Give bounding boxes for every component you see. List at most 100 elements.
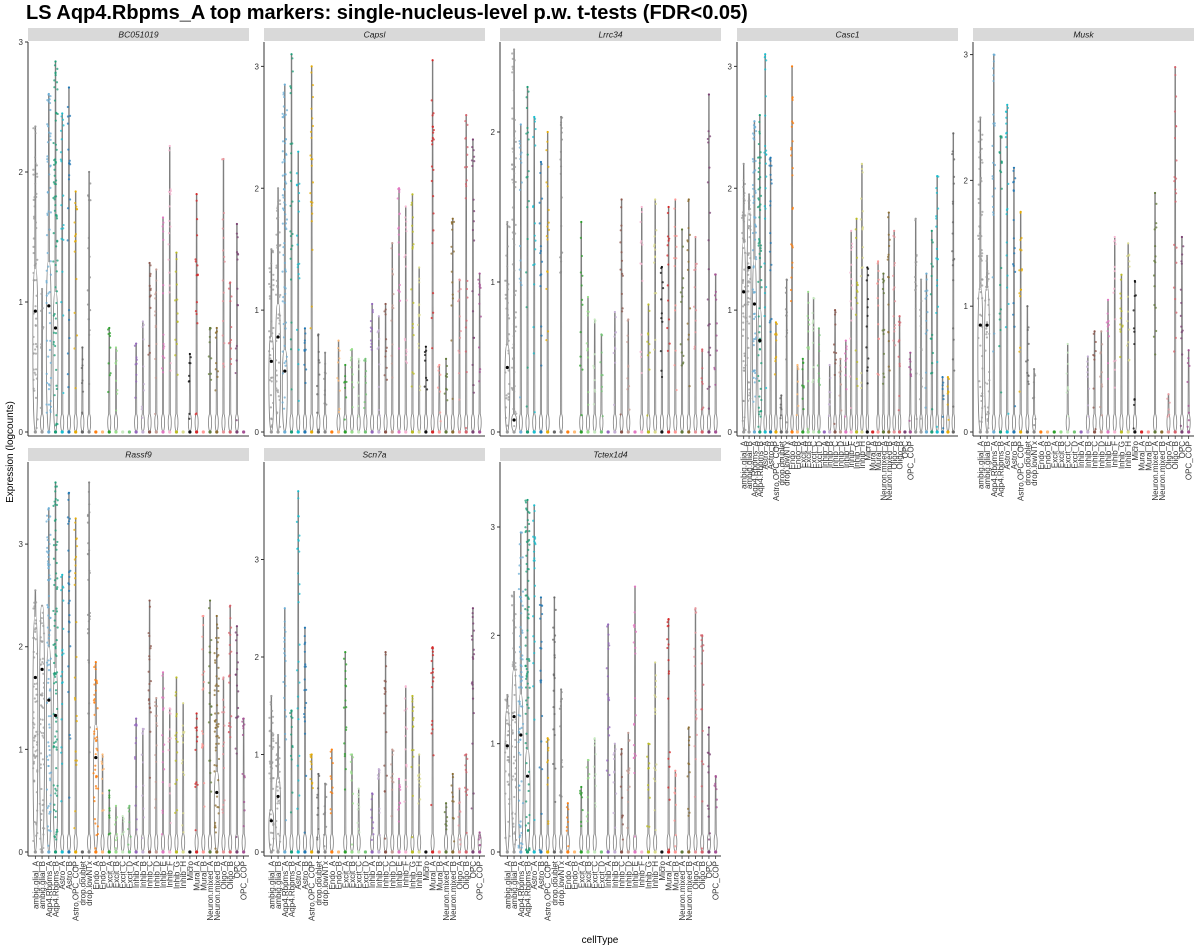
violin-outline	[779, 395, 783, 433]
data-point	[49, 802, 52, 805]
data-point	[760, 362, 763, 365]
data-point	[241, 772, 244, 776]
data-point	[289, 257, 292, 260]
data-point	[213, 826, 216, 829]
data-point	[1106, 325, 1109, 328]
data-point	[141, 837, 144, 840]
data-point	[54, 317, 57, 320]
data-point-max	[444, 357, 448, 360]
data-point	[892, 288, 895, 291]
data-point	[540, 334, 543, 337]
violin-outline	[457, 788, 462, 853]
data-point	[385, 704, 388, 707]
data-point	[511, 107, 514, 110]
data-point-zero	[838, 430, 843, 434]
data-point	[291, 70, 294, 73]
data-point	[56, 67, 59, 70]
violin-outline	[897, 315, 902, 433]
data-point	[1092, 387, 1095, 390]
data-point	[861, 246, 865, 249]
data-point	[518, 188, 522, 192]
data-point	[593, 321, 596, 324]
data-point	[861, 227, 864, 230]
data-point	[881, 287, 885, 291]
data-point	[519, 826, 522, 829]
data-point	[276, 797, 279, 800]
data-point	[887, 276, 890, 279]
data-point-max	[235, 625, 239, 628]
data-point	[223, 342, 226, 345]
data-point	[216, 805, 219, 809]
data-point	[404, 253, 407, 257]
data-point	[237, 706, 240, 710]
data-point	[147, 698, 151, 701]
data-point-max	[121, 814, 124, 818]
data-point	[316, 836, 319, 839]
data-point	[519, 834, 522, 837]
violin-Mural_A	[430, 646, 435, 854]
data-point	[951, 327, 955, 330]
data-point	[33, 605, 36, 608]
data-point	[227, 724, 230, 727]
data-point	[55, 748, 58, 751]
data-point	[882, 352, 886, 355]
data-point	[141, 732, 144, 736]
data-point	[94, 768, 97, 771]
data-point	[235, 835, 238, 839]
data-point	[383, 679, 386, 682]
data-point	[1181, 329, 1184, 332]
data-point-zero	[519, 430, 523, 434]
data-point	[289, 179, 293, 183]
mean-marker	[94, 755, 98, 760]
x-tick-label: OPC_COP	[240, 861, 249, 900]
data-point	[931, 241, 934, 244]
data-point	[34, 373, 37, 376]
data-point	[369, 339, 373, 342]
data-point	[296, 695, 300, 698]
y-tick-label: 2	[491, 631, 496, 640]
data-point	[746, 303, 750, 306]
data-point-max	[444, 802, 448, 805]
data-point-zero	[303, 850, 307, 854]
violin-Inhib_D	[626, 318, 631, 434]
data-point	[517, 572, 521, 575]
data-point	[32, 127, 35, 130]
data-point	[242, 727, 245, 730]
data-point	[936, 278, 939, 282]
x-tick-label: OPC_COP	[906, 441, 915, 480]
mean-marker	[505, 365, 509, 370]
data-point	[951, 221, 955, 224]
data-point	[350, 843, 354, 846]
data-point-max	[1133, 279, 1136, 283]
data-point	[1128, 260, 1131, 263]
data-point-zero	[532, 850, 536, 854]
data-point	[283, 142, 287, 145]
data-point	[951, 264, 954, 267]
data-point	[753, 369, 756, 373]
data-point	[593, 388, 596, 391]
data-point-zero	[208, 430, 212, 434]
data-point	[35, 377, 38, 380]
data-point	[432, 128, 435, 132]
data-point	[648, 343, 651, 346]
data-point	[391, 268, 394, 271]
data-point	[1024, 360, 1028, 363]
violin-Endo_B	[100, 753, 105, 854]
data-point	[100, 762, 104, 765]
violin-Inhib_C	[147, 599, 153, 854]
violin-outline	[646, 304, 651, 433]
data-point	[749, 277, 752, 280]
data-point	[113, 823, 117, 826]
data-point	[682, 354, 685, 357]
data-point	[404, 265, 408, 268]
data-point	[68, 162, 71, 165]
data-point-zero	[707, 430, 711, 434]
data-point	[271, 715, 275, 718]
data-point	[154, 310, 157, 313]
data-point	[747, 290, 750, 293]
data-point	[471, 228, 475, 232]
data-point	[33, 820, 36, 824]
data-point	[513, 711, 516, 714]
data-point-max	[1086, 355, 1089, 358]
data-point	[74, 555, 78, 559]
